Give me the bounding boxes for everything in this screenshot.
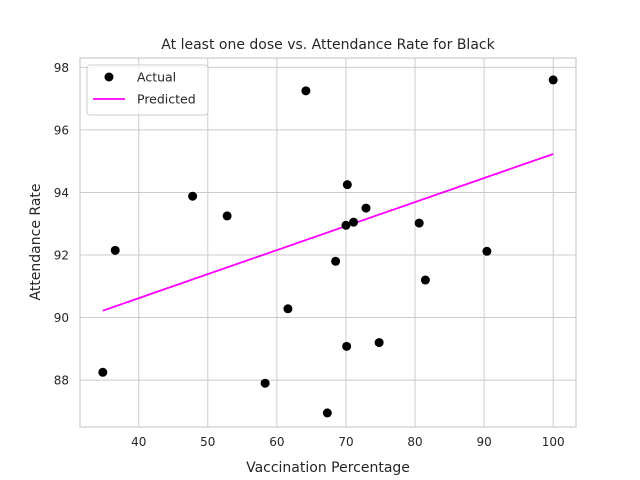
actual-data-point bbox=[342, 341, 352, 351]
legend-box bbox=[86, 64, 209, 116]
legend-marker-actual bbox=[104, 72, 114, 82]
y-tick-label: 92 bbox=[54, 249, 69, 263]
legend-label-actual: Actual bbox=[137, 70, 176, 85]
actual-data-point bbox=[301, 86, 311, 96]
actual-data-point bbox=[98, 367, 108, 377]
predicted-line bbox=[102, 153, 554, 312]
y-tick-label: 96 bbox=[54, 123, 69, 137]
x-tick-label: 40 bbox=[131, 435, 146, 449]
actual-points-layer bbox=[98, 75, 558, 418]
plot-frame bbox=[79, 57, 577, 428]
y-tick-label: 90 bbox=[54, 311, 69, 325]
actual-data-point bbox=[260, 378, 270, 388]
x-axis-label: Vaccination Percentage bbox=[246, 460, 410, 476]
x-tick-label: 80 bbox=[407, 435, 422, 449]
actual-data-point bbox=[414, 218, 424, 228]
y-tick-label: 94 bbox=[54, 186, 69, 200]
y-axis-ticks: 88 90 92 94 96 98 bbox=[54, 61, 69, 388]
actual-data-point bbox=[188, 191, 198, 201]
actual-data-point bbox=[341, 220, 351, 230]
y-axis-label: Attendance Rate bbox=[28, 184, 44, 301]
legend: Actual Predicted bbox=[86, 64, 209, 116]
actual-data-point bbox=[283, 304, 293, 314]
actual-data-point bbox=[110, 245, 120, 255]
x-tick-label: 50 bbox=[200, 435, 215, 449]
actual-data-point bbox=[331, 256, 341, 266]
actual-data-point bbox=[374, 338, 384, 348]
x-axis-ticks: 40 50 60 70 80 90 100 bbox=[131, 435, 565, 449]
grid-lines bbox=[80, 58, 576, 427]
y-tick-label: 98 bbox=[54, 61, 69, 75]
x-tick-label: 90 bbox=[476, 435, 491, 449]
legend-label-predicted: Predicted bbox=[137, 92, 196, 107]
x-tick-label: 60 bbox=[269, 435, 284, 449]
chart-title: At least one dose vs. Attendance Rate fo… bbox=[161, 37, 495, 53]
actual-data-point bbox=[349, 217, 359, 227]
actual-data-point bbox=[548, 75, 558, 85]
actual-data-point bbox=[322, 408, 332, 418]
x-tick-label: 70 bbox=[338, 435, 353, 449]
actual-data-point bbox=[342, 180, 352, 190]
actual-data-point bbox=[222, 211, 232, 221]
actual-data-point bbox=[482, 246, 492, 256]
x-tick-label: 100 bbox=[542, 435, 565, 449]
predicted-line-layer bbox=[102, 153, 554, 312]
y-tick-label: 88 bbox=[54, 374, 69, 388]
actual-data-point bbox=[361, 203, 371, 213]
actual-data-point bbox=[420, 275, 430, 285]
